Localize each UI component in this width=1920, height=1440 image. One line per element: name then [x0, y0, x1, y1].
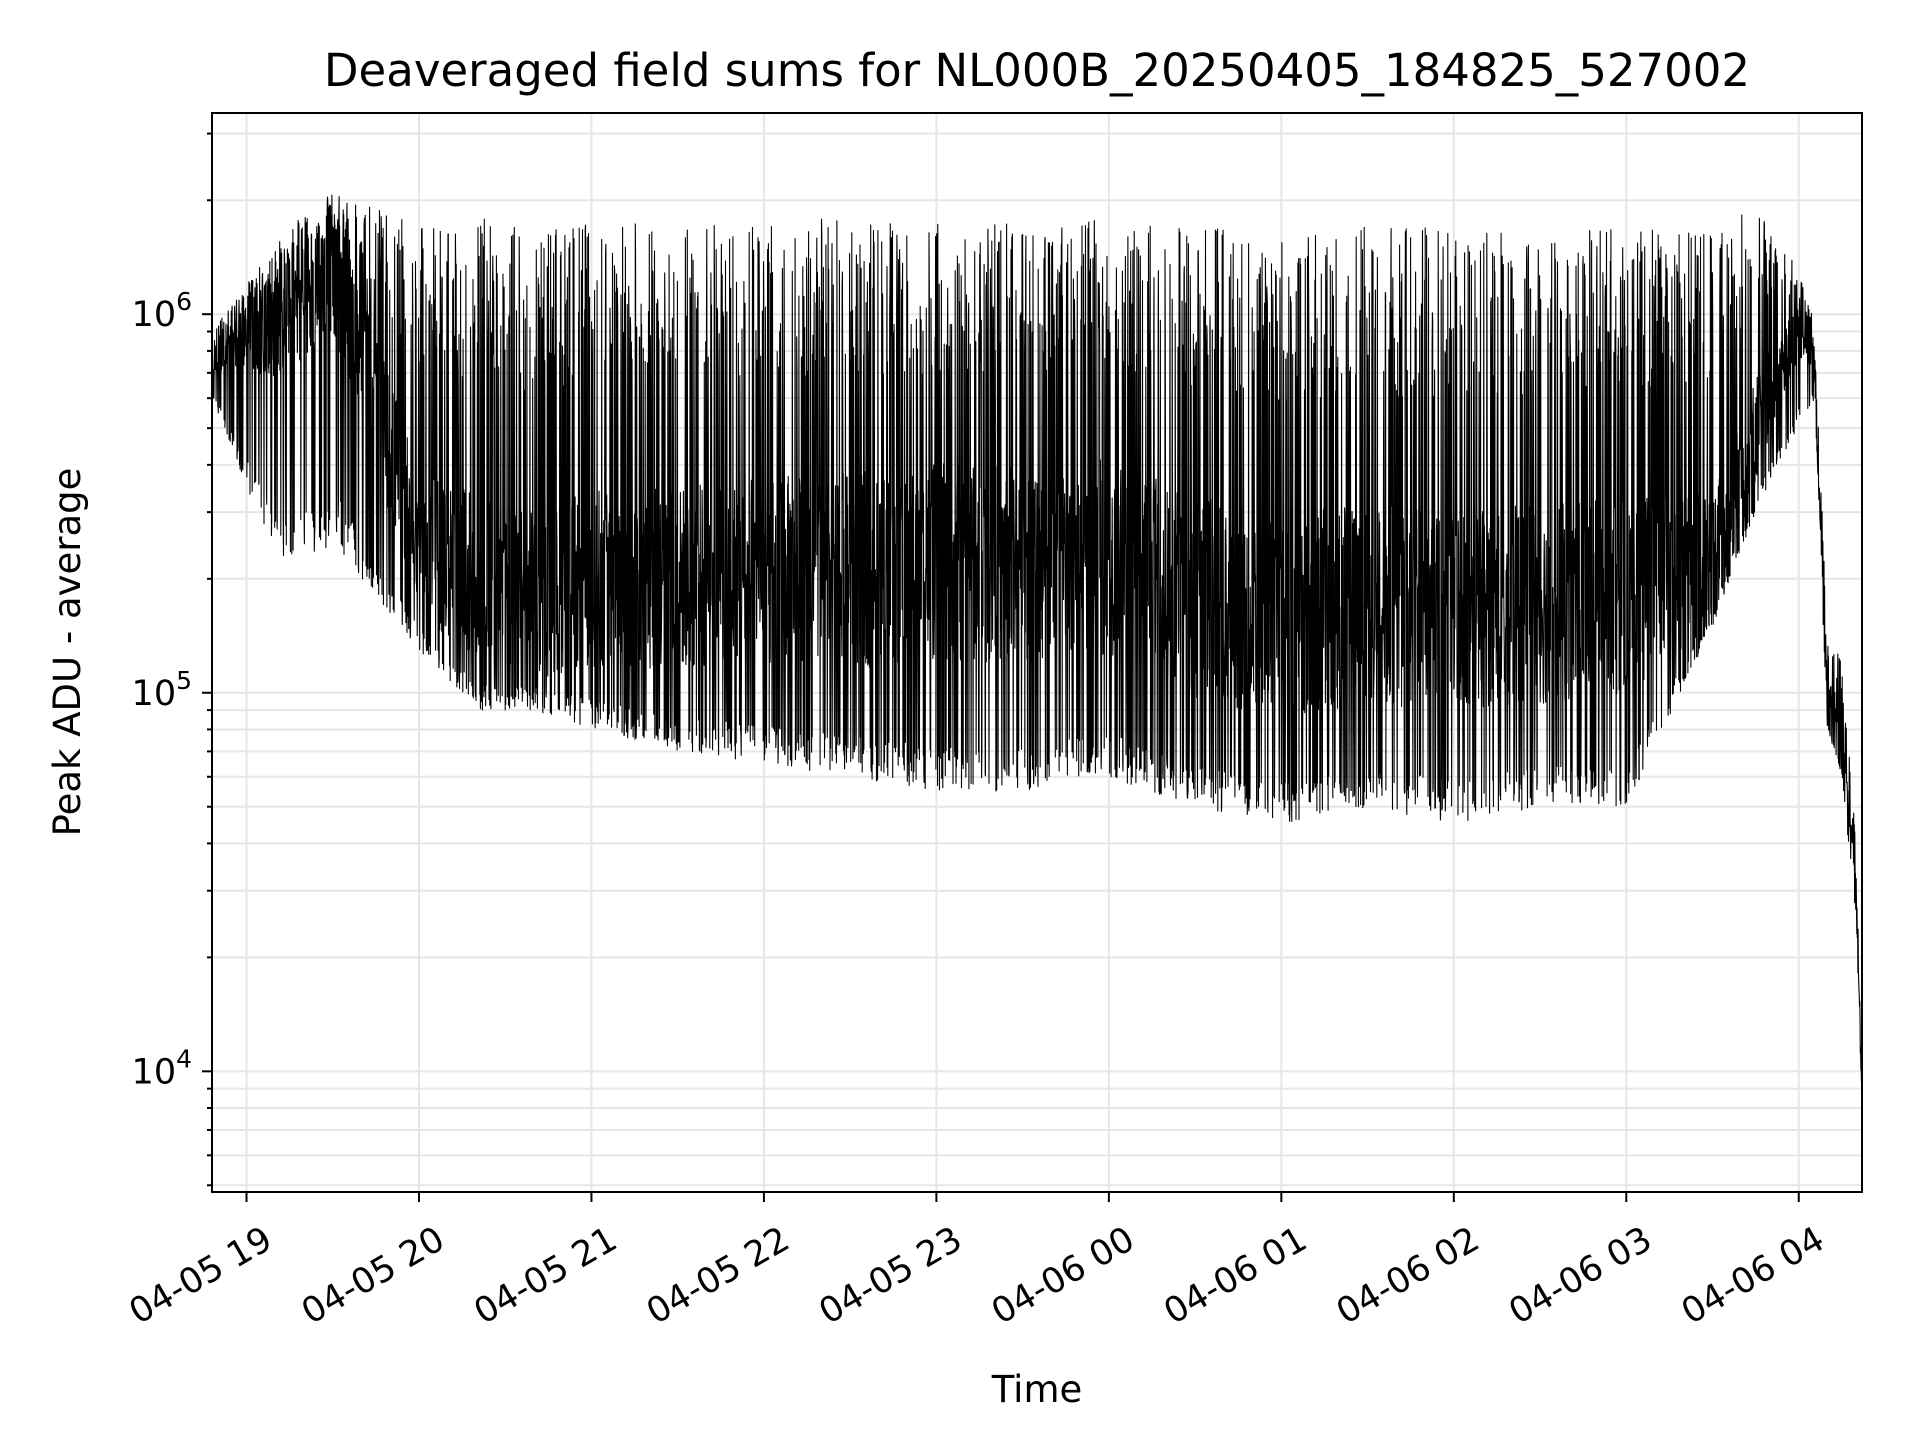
y-axis-label: Peak ADU - average	[46, 468, 89, 837]
data-series	[212, 194, 1862, 1090]
y-tick-label: 106	[132, 287, 192, 335]
chart-title: Deaveraged field sums for NL000B_2025040…	[324, 44, 1750, 97]
y-tick-label: 105	[132, 666, 192, 714]
series-line	[212, 194, 1862, 1090]
grid-lines	[212, 113, 1862, 1192]
x-axis-label: Time	[991, 1368, 1083, 1411]
y-tick-label: 104	[132, 1044, 192, 1092]
y-axis-ticks: 104 105 106	[132, 132, 212, 1187]
plot-frame	[211, 112, 1863, 1193]
